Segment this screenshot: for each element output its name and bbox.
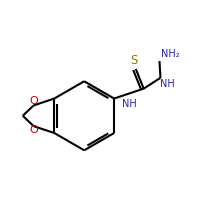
Text: NH: NH — [160, 79, 175, 89]
Text: O: O — [30, 125, 39, 135]
Text: S: S — [130, 54, 138, 67]
Text: O: O — [30, 96, 39, 106]
Text: NH: NH — [122, 99, 136, 109]
Text: NH₂: NH₂ — [161, 49, 180, 59]
